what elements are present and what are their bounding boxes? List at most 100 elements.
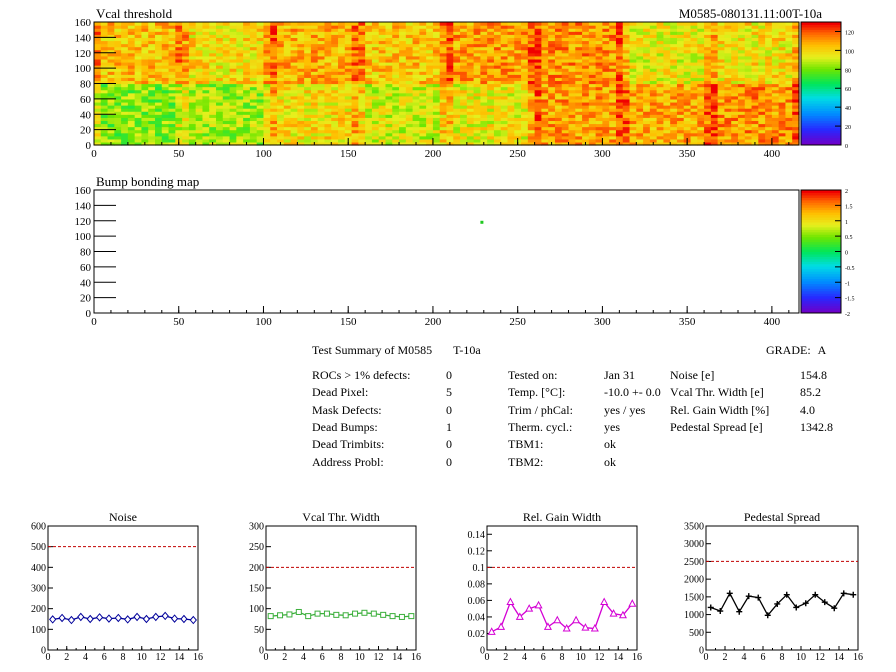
vcal-cell bbox=[283, 49, 292, 54]
defect-label: Dead Bumps: bbox=[312, 419, 378, 434]
vcal-cell bbox=[202, 22, 210, 26]
vcal-cell bbox=[737, 83, 746, 88]
vcal-cell bbox=[582, 108, 590, 112]
vcal-cell bbox=[710, 34, 719, 38]
vcal-cell bbox=[439, 141, 448, 146]
vcal-cell bbox=[744, 52, 753, 57]
vcal-cell bbox=[283, 138, 292, 143]
vcal-cell bbox=[656, 55, 665, 60]
vcal-cell bbox=[134, 92, 143, 97]
x-tick-label: 2 bbox=[64, 652, 69, 663]
vcal-cell bbox=[629, 49, 637, 54]
vcal-cell bbox=[202, 92, 210, 97]
vcal-cell bbox=[609, 40, 617, 45]
vcal-cell bbox=[222, 46, 231, 51]
vcal-cell bbox=[317, 123, 326, 128]
vcal-cell bbox=[568, 71, 576, 75]
vcal-cell bbox=[229, 77, 237, 82]
vcal-cell bbox=[561, 111, 570, 115]
vcal-cell bbox=[338, 138, 346, 143]
vcal-cell bbox=[568, 49, 576, 54]
vcal-cell bbox=[744, 114, 753, 118]
vcal-cell bbox=[324, 61, 332, 66]
vcal-cell bbox=[297, 61, 305, 66]
vcal-cell bbox=[663, 132, 671, 137]
vcal-cell bbox=[405, 74, 414, 78]
vcal-cell bbox=[127, 46, 136, 51]
vcal-cell bbox=[378, 83, 387, 88]
vcal-cell bbox=[676, 114, 685, 118]
vcal-cell bbox=[622, 55, 631, 60]
vcal-cell bbox=[548, 58, 556, 63]
vcal-cell bbox=[148, 34, 156, 38]
vcal-cell bbox=[683, 77, 692, 82]
vcal-cell bbox=[697, 141, 705, 146]
vcal-cell bbox=[595, 120, 604, 125]
vcal-cell bbox=[100, 123, 109, 128]
vcal-cell bbox=[568, 22, 576, 26]
vcal-cell bbox=[575, 25, 583, 29]
vcal-cell bbox=[792, 89, 800, 94]
vcal-cell bbox=[507, 58, 515, 63]
vcal-cell bbox=[148, 108, 156, 112]
series-line bbox=[52, 615, 194, 621]
vcal-cell bbox=[548, 80, 556, 85]
vcal-cell bbox=[568, 114, 576, 118]
vcal-cell bbox=[480, 83, 488, 88]
x-tick-label: 6 bbox=[102, 652, 107, 663]
vcal-cell bbox=[270, 77, 278, 82]
vcal-cell bbox=[697, 52, 705, 57]
vcal-cell bbox=[765, 22, 773, 26]
vcal-cell bbox=[182, 65, 190, 69]
vcal-cell bbox=[527, 98, 536, 103]
vcal-cell bbox=[514, 92, 522, 97]
vcal-cell bbox=[182, 46, 190, 51]
x-tick-label: 14 bbox=[834, 652, 844, 663]
vcal-cell bbox=[717, 114, 726, 118]
vcal-cell bbox=[514, 68, 522, 72]
vcal-cell bbox=[744, 138, 753, 143]
vcal-cell bbox=[697, 55, 705, 60]
vcal-cell bbox=[331, 61, 339, 66]
vcal-cell bbox=[731, 141, 739, 146]
vcal-cell bbox=[758, 89, 766, 94]
bump-x-tick-label: 150 bbox=[340, 316, 357, 328]
vcal-cell bbox=[446, 126, 454, 131]
vcal-cell bbox=[188, 25, 197, 29]
vcal-cell bbox=[480, 98, 488, 103]
vcal-cell bbox=[697, 123, 705, 128]
vcal-cell bbox=[344, 37, 353, 42]
vcal-cell bbox=[141, 138, 149, 143]
vcal-cell bbox=[785, 71, 793, 75]
vcal-cell bbox=[737, 61, 746, 66]
vcal-cell bbox=[256, 95, 265, 100]
vcal-cell bbox=[419, 92, 427, 97]
vcal-cell bbox=[127, 25, 136, 29]
y-tick-label: 1500 bbox=[684, 592, 704, 603]
vcal-cell bbox=[615, 74, 624, 78]
vcal-cell bbox=[724, 28, 732, 32]
vcal-cell bbox=[785, 28, 793, 32]
vcal-cell bbox=[283, 34, 292, 38]
vcal-cell bbox=[663, 114, 671, 118]
vcal-threshold-title: Vcal threshold bbox=[96, 6, 173, 21]
vcal-cell bbox=[310, 101, 319, 106]
vcal-cell bbox=[731, 49, 739, 54]
vcal-cell bbox=[426, 126, 434, 131]
vcal-cell bbox=[704, 120, 712, 125]
vcal-cell bbox=[188, 46, 197, 51]
vcal-cell bbox=[432, 31, 441, 35]
vcal-cell bbox=[690, 77, 698, 82]
vcal-cell bbox=[636, 95, 644, 100]
vcal-cell bbox=[297, 132, 305, 137]
vcal-cell bbox=[94, 40, 102, 45]
vcal-cell bbox=[121, 55, 129, 60]
vcal-cell bbox=[527, 22, 536, 26]
vcal-cell bbox=[127, 86, 136, 91]
vcal-cell bbox=[765, 65, 773, 69]
vcal-cell bbox=[629, 92, 637, 97]
vcal-cell bbox=[236, 92, 244, 97]
vcal-cell bbox=[453, 40, 461, 45]
vcal-cell bbox=[561, 46, 570, 51]
vcal-cell bbox=[134, 132, 143, 137]
